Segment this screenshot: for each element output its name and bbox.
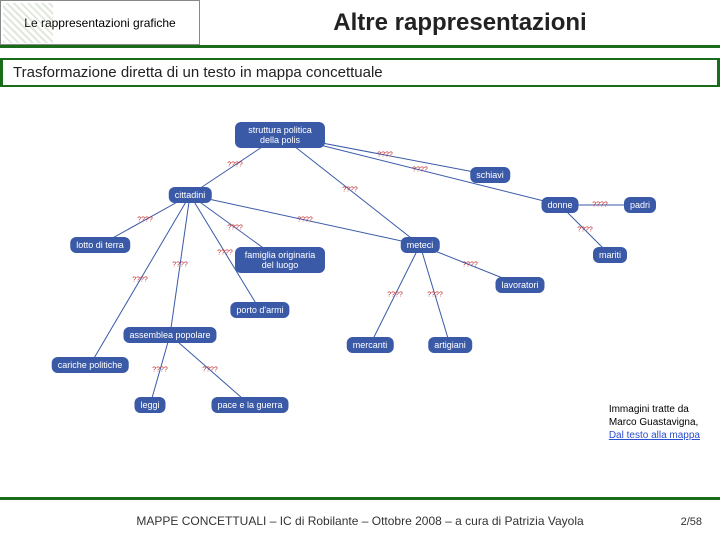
node-mariti: mariti (593, 247, 627, 263)
image-credit: Immagini tratte da Marco Guastavigna, Da… (609, 403, 700, 442)
edge-root-meteci (280, 135, 420, 245)
node-root: struttura politica della polis (235, 122, 325, 148)
page-title: Altre rappresentazioni (200, 0, 720, 45)
edge-label-root-donne: ???? (412, 167, 428, 174)
node-assemblea: assemblea popolare (123, 327, 216, 343)
node-porto: porto d'armi (230, 302, 289, 318)
edge-label-meteci-mercanti: ???? (387, 292, 403, 299)
footer-text: MAPPE CONCETTUALI – IC di Robilante – Ot… (0, 514, 720, 528)
edge-assemblea-leggi (150, 335, 170, 405)
node-cariche: cariche politiche (52, 357, 129, 373)
edge-label-cittadini-famiglia: ???? (227, 224, 243, 231)
node-schiavi: schiavi (470, 167, 510, 183)
node-famiglia: famiglia originaria del luogo (235, 247, 325, 273)
edge-meteci-artigiani (420, 245, 450, 345)
edge-label-root-cittadini: ???? (227, 162, 243, 169)
node-leggi: leggi (134, 397, 165, 413)
credit-link[interactable]: Dal testo alla mappa (609, 429, 700, 442)
credit-line1: Immagini tratte da (609, 403, 700, 416)
edge-label-cittadini-lotto: ???? (137, 217, 153, 224)
edge-assemblea-pace (170, 335, 250, 405)
node-artigiani: artigiani (428, 337, 472, 353)
edge-meteci-mercanti (370, 245, 420, 345)
footer-rule (0, 497, 720, 500)
node-donne: donne (541, 197, 578, 213)
edge-cittadini-assemblea (170, 195, 190, 335)
node-lotto: lotto di terra (70, 237, 130, 253)
header-left-box: Le rappresentazioni grafiche (0, 0, 200, 45)
edge-label-cittadini-cariche: ???? (132, 277, 148, 284)
node-mercanti: mercanti (347, 337, 394, 353)
node-meteci: meteci (401, 237, 440, 253)
edge-label-cittadini-porto: ???? (217, 249, 233, 256)
edge-label-root-schiavi: ???? (377, 152, 393, 159)
edge-label-meteci-lavoratori: ???? (462, 262, 478, 269)
edge-label-donne-mariti: ???? (577, 227, 593, 234)
edge-cittadini-meteci (190, 195, 420, 245)
edge-label-cittadini-meteci: ???? (297, 217, 313, 224)
edge-label-root-meteci: ???? (342, 187, 358, 194)
credit-line2: Marco Guastavigna, (609, 416, 700, 429)
edge-label-donne-padri: ???? (592, 202, 608, 209)
node-lavoratori: lavoratori (495, 277, 544, 293)
edge-label-cittadini-assemblea: ???? (172, 262, 188, 269)
concept-map-canvas: struttura politica della polis cittadini s… (0, 95, 720, 435)
page-number: 2/58 (681, 516, 702, 528)
edge-label-meteci-artigiani: ???? (427, 292, 443, 299)
node-pace: pace e la guerra (211, 397, 288, 413)
edges-layer (0, 95, 720, 435)
node-cittadini: cittadini (169, 187, 212, 203)
node-padri: padri (624, 197, 656, 213)
decorative-mini-graph (3, 3, 53, 43)
header: Le rappresentazioni grafiche Altre rappr… (0, 0, 720, 48)
edge-label-assemblea-leggi: ???? (152, 367, 168, 374)
subheader: Trasformazione diretta di un testo in ma… (0, 58, 720, 87)
edge-label-assemblea-pace: ???? (202, 367, 218, 374)
